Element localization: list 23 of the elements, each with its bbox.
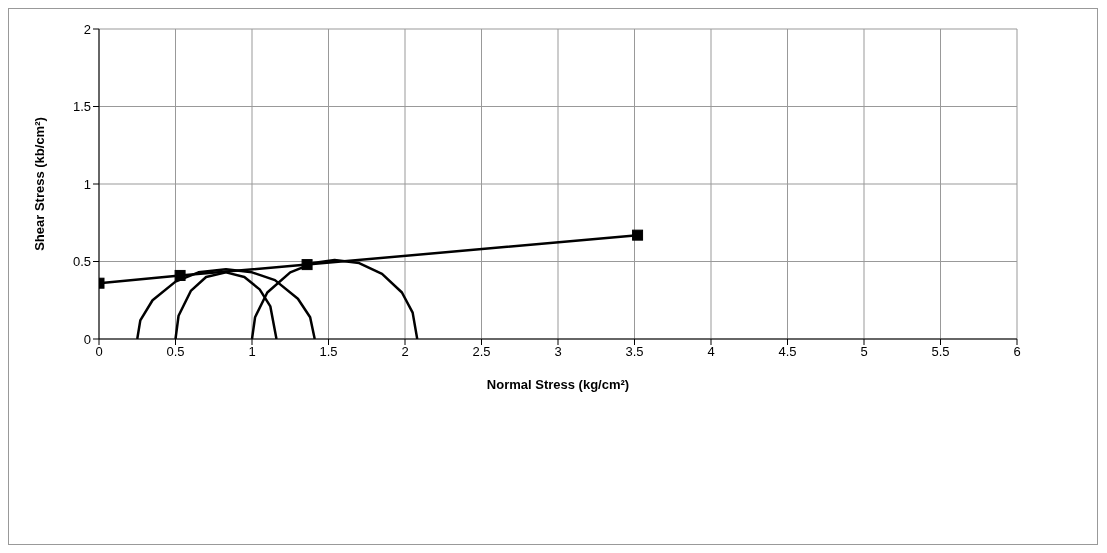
x-tick-label: 4 (707, 344, 715, 360)
x-tick-label: 3 (554, 344, 562, 360)
x-tick-label: 0 (95, 344, 103, 360)
point (632, 229, 644, 241)
point (301, 259, 313, 271)
y-tick-label: 0.5 (72, 254, 91, 270)
y-tick-label: 2 (83, 21, 91, 37)
x-tick-label: 6 (1013, 344, 1021, 360)
y-axis-title: Shear Stress (kb/cm²) (31, 117, 47, 251)
y-tick-label: 1 (83, 176, 91, 192)
x-tick-label: 5.5 (931, 344, 950, 360)
x-tick-label: 1 (248, 344, 256, 360)
x-axis-title: Normal Stress (kg/cm²) (486, 377, 630, 392)
x-tick-label: 2 (401, 344, 409, 360)
x-tick-label: 1.5 (319, 344, 338, 360)
x-tick-label: 2.5 (472, 344, 491, 360)
x-tick-label: 0.5 (166, 344, 185, 360)
y-tick-label: 0 (83, 331, 91, 347)
x-tick-label: 5 (860, 344, 868, 360)
point (174, 269, 186, 281)
x-tick-label: 4.5 (778, 344, 797, 360)
x-tick-label: 3.5 (625, 344, 644, 360)
y-tick-label: 1.5 (72, 99, 91, 115)
